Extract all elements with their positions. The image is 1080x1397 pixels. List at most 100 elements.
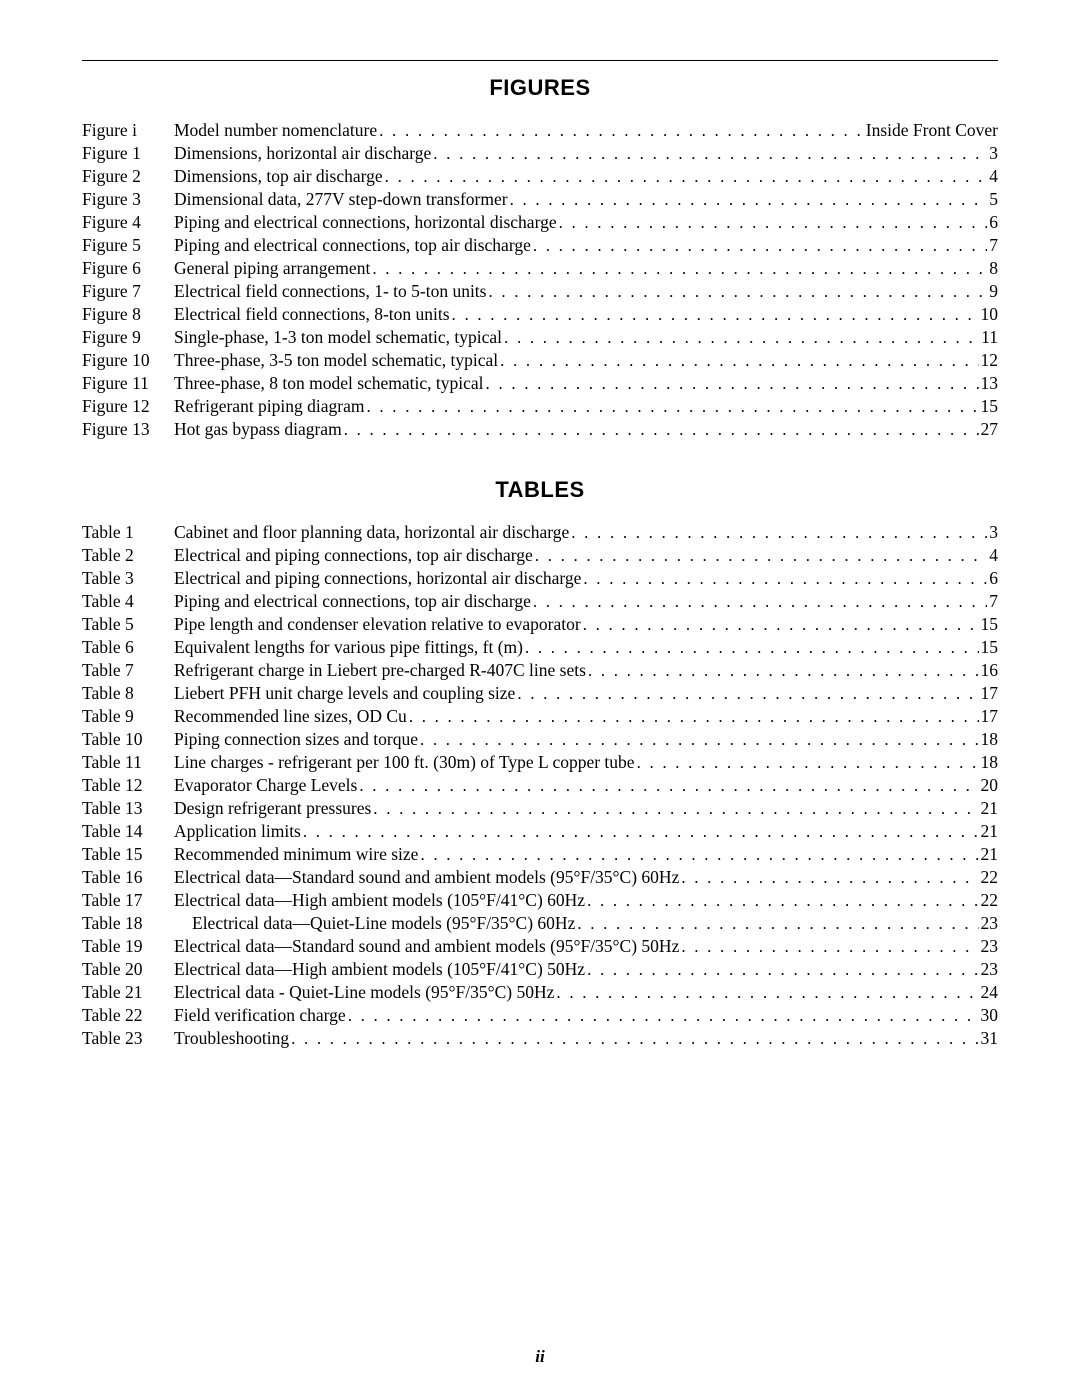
tables-list: Table 1Cabinet and floor planning data, … — [82, 521, 998, 1050]
table-title: Electrical and piping connections, top a… — [174, 544, 533, 566]
table-label: Table 9 — [82, 705, 174, 727]
figure-page: 27 — [979, 418, 999, 440]
figure-label: Figure 9 — [82, 326, 174, 348]
table-page: 21 — [979, 843, 999, 865]
table-title: Application limits — [174, 820, 301, 842]
figure-row: Figure 2Dimensions, top air discharge4 — [82, 165, 998, 188]
table-page: 23 — [979, 935, 999, 957]
figure-page: 13 — [979, 372, 999, 394]
figures-heading: FIGURES — [82, 75, 998, 101]
figure-row: Figure 7Electrical field connections, 1-… — [82, 280, 998, 303]
table-row: Table 21Electrical data - Quiet-Line mod… — [82, 981, 998, 1004]
table-label: Table 3 — [82, 567, 174, 589]
figures-list: Figure iModel number nomenclatureInside … — [82, 119, 998, 441]
figure-row: Figure 5Piping and electrical connection… — [82, 234, 998, 257]
figure-page: 12 — [979, 349, 999, 371]
table-row: Table 2Electrical and piping connections… — [82, 544, 998, 567]
table-title: Electrical data—High ambient models (105… — [174, 889, 585, 911]
figure-title: Dimensional data, 277V step-down transfo… — [174, 188, 508, 210]
tables-heading: TABLES — [82, 477, 998, 503]
table-page: 7 — [987, 590, 998, 612]
table-title: Piping connection sizes and torque — [174, 728, 418, 750]
table-label: Table 22 — [82, 1004, 174, 1026]
figure-label: Figure 11 — [82, 372, 174, 394]
leader-dots — [450, 304, 979, 326]
leader-dots — [679, 936, 978, 958]
figure-title: Single-phase, 1-3 ton model schematic, t… — [174, 326, 502, 348]
figure-title: Refrigerant piping diagram — [174, 395, 365, 417]
top-rule — [82, 60, 998, 61]
figure-row: Figure 11Three-phase, 8 ton model schema… — [82, 372, 998, 395]
figure-page: 5 — [987, 188, 998, 210]
table-label: Table 6 — [82, 636, 174, 658]
table-label: Table 5 — [82, 613, 174, 635]
figure-row: Figure 3Dimensional data, 277V step-down… — [82, 188, 998, 211]
table-row: Table 8Liebert PFH unit charge levels an… — [82, 682, 998, 705]
leader-dots — [418, 729, 979, 751]
table-page: 30 — [979, 1004, 999, 1026]
table-title: Electrical and piping connections, horiz… — [174, 567, 581, 589]
figure-title: Hot gas bypass diagram — [174, 418, 342, 440]
table-label: Table 19 — [82, 935, 174, 957]
table-page: 17 — [979, 705, 999, 727]
figure-page: 7 — [987, 234, 998, 256]
figure-page: 4 — [987, 165, 998, 187]
table-title: Line charges - refrigerant per 100 ft. (… — [174, 751, 635, 773]
table-row: Table 14Application limits21 — [82, 820, 998, 843]
table-page: 22 — [979, 889, 999, 911]
table-title: Design refrigerant pressures — [174, 797, 371, 819]
table-page: 16 — [979, 659, 999, 681]
table-title: Electrical data—High ambient models (105… — [174, 958, 585, 980]
figure-label: Figure 13 — [82, 418, 174, 440]
leader-dots — [557, 212, 988, 234]
table-row: Table 22Field verification charge 30 — [82, 1004, 998, 1027]
figure-label: Figure 12 — [82, 395, 174, 417]
figure-label: Figure 1 — [82, 142, 174, 164]
table-page: 15 — [979, 613, 999, 635]
figure-label: Figure 2 — [82, 165, 174, 187]
table-label: Table 10 — [82, 728, 174, 750]
figure-page: 9 — [987, 280, 998, 302]
figure-row: Figure 9Single-phase, 1-3 ton model sche… — [82, 326, 998, 349]
table-title: Recommended minimum wire size — [174, 843, 418, 865]
table-page: 31 — [979, 1027, 999, 1049]
leader-dots — [585, 890, 978, 912]
figure-row: Figure 1Dimensions, horizontal air disch… — [82, 142, 998, 165]
table-label: Table 12 — [82, 774, 174, 796]
leader-dots — [431, 143, 987, 165]
table-row: Table 15Recommended minimum wire size21 — [82, 843, 998, 866]
table-title: Equivalent lengths for various pipe fitt… — [174, 636, 523, 658]
table-title: Pipe length and condenser elevation rela… — [174, 613, 581, 635]
leader-dots — [533, 545, 987, 567]
figure-title: Electrical field connections, 8-ton unit… — [174, 303, 450, 325]
leader-dots — [679, 867, 978, 889]
page: FIGURES Figure iModel number nomenclatur… — [0, 0, 1080, 1397]
table-label: Table 17 — [82, 889, 174, 911]
figure-title: General piping arrangement — [174, 257, 370, 279]
leader-dots — [289, 1028, 978, 1050]
table-page: 17 — [979, 682, 999, 704]
leader-dots — [585, 959, 978, 981]
table-row: Table 10Piping connection sizes and torq… — [82, 728, 998, 751]
table-title: Electrical data - Quiet-Line models (95°… — [174, 981, 554, 1003]
figure-label: Figure 7 — [82, 280, 174, 302]
table-row: Table 17Electrical data—High ambient mod… — [82, 889, 998, 912]
table-page: 4 — [987, 544, 998, 566]
table-label: Table 16 — [82, 866, 174, 888]
page-number: ii — [0, 1347, 1080, 1367]
figure-title: Piping and electrical connections, top a… — [174, 234, 531, 256]
table-label: Table 14 — [82, 820, 174, 842]
table-page: 18 — [979, 751, 999, 773]
figure-label: Figure 6 — [82, 257, 174, 279]
figure-page: 6 — [987, 211, 998, 233]
leader-dots — [554, 982, 978, 1004]
leader-dots — [508, 189, 988, 211]
leader-dots — [523, 637, 979, 659]
figure-label: Figure 3 — [82, 188, 174, 210]
table-row: Table 16Electrical data—Standard sound a… — [82, 866, 998, 889]
table-label: Table 4 — [82, 590, 174, 612]
leader-dots — [502, 327, 979, 349]
table-row: Table 1Cabinet and floor planning data, … — [82, 521, 998, 544]
figure-label: Figure 5 — [82, 234, 174, 256]
table-title: Field verification charge — [174, 1004, 346, 1026]
